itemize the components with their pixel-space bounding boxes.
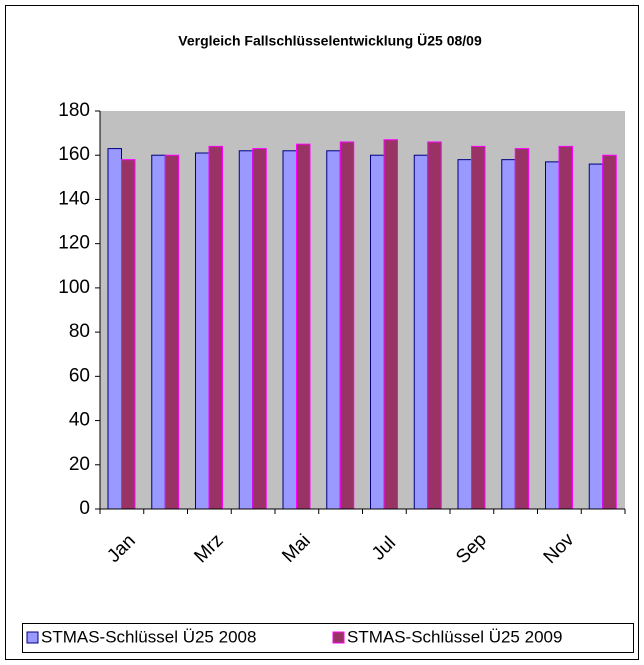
bar — [588, 163, 604, 510]
y-tick-label: 160 — [58, 144, 90, 165]
bar — [545, 161, 560, 510]
bar — [121, 159, 136, 510]
bar — [107, 148, 122, 510]
chart-title: Vergleich Fallschlüsselentwicklung Ü25 0… — [178, 33, 482, 49]
legend-swatch — [332, 631, 345, 644]
plot-area — [100, 111, 625, 509]
y-tick-label: 0 — [79, 498, 90, 519]
bar — [151, 154, 166, 510]
bar — [282, 150, 297, 510]
bar — [208, 145, 223, 510]
y-tick-label: 20 — [69, 454, 90, 475]
y-tick-label: 80 — [69, 321, 90, 342]
y-tick-label: 100 — [58, 277, 90, 298]
legend-swatch — [26, 631, 39, 644]
bar — [471, 145, 486, 510]
bar — [164, 154, 180, 510]
bar — [558, 145, 573, 510]
bar — [427, 141, 442, 510]
bar — [339, 141, 355, 510]
bar — [195, 152, 210, 510]
y-tick-label: 120 — [58, 233, 90, 254]
y-tick-label: 140 — [58, 188, 90, 209]
bar — [602, 154, 617, 510]
legend-label: STMAS-Schlüssel Ü25 2008 — [41, 627, 256, 646]
bar — [252, 148, 267, 510]
bar — [238, 150, 254, 510]
y-tick-label: 60 — [69, 365, 90, 386]
bar — [413, 154, 429, 510]
legend-box — [22, 623, 634, 653]
bar — [326, 150, 341, 510]
y-tick-label: 180 — [58, 100, 90, 121]
bar — [296, 143, 311, 510]
bar — [383, 139, 398, 510]
bar — [501, 159, 516, 510]
bar — [370, 154, 385, 510]
bar — [514, 148, 530, 510]
y-tick-label: 40 — [69, 410, 90, 431]
bar — [457, 159, 472, 510]
legend-label: STMAS-Schlüssel Ü25 2009 — [347, 627, 562, 646]
